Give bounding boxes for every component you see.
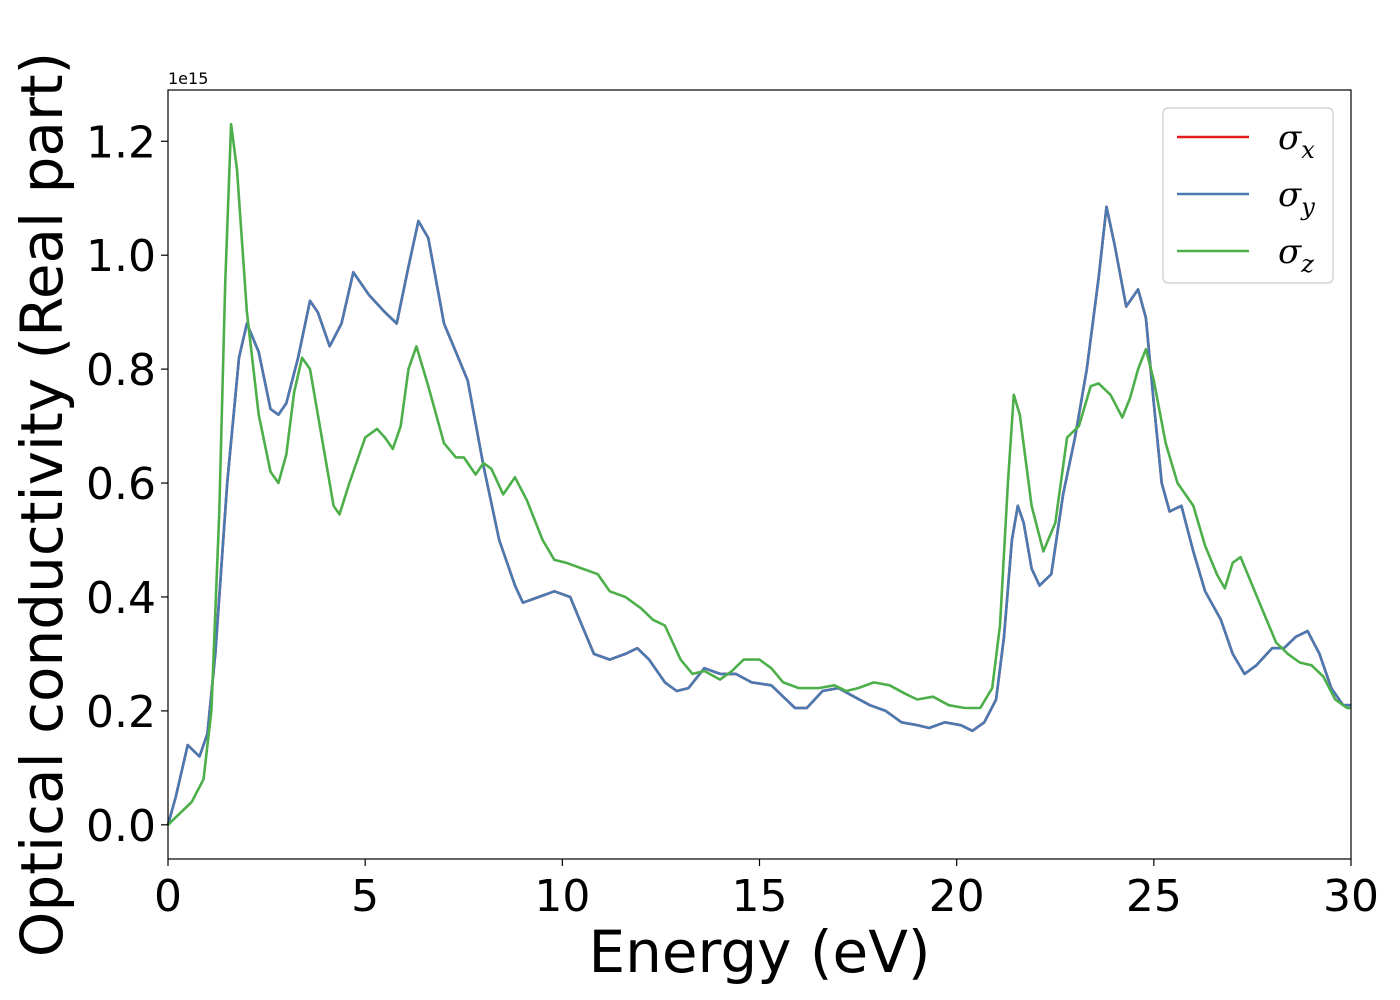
y-tick-label: 0.6 xyxy=(86,459,156,510)
y-axis-label: Optical conductivity (Real part) xyxy=(8,52,76,957)
y-tick-label: 0.0 xyxy=(86,801,156,852)
x-tick-label: 20 xyxy=(929,871,985,922)
x-tick-label: 10 xyxy=(534,871,590,922)
x-tick-label: 5 xyxy=(351,871,379,922)
x-tick-label: 15 xyxy=(732,871,788,922)
x-tick-label: 0 xyxy=(154,871,182,922)
legend-box xyxy=(1162,107,1334,284)
series-line-y xyxy=(166,205,1351,826)
legend-label-x: σx xyxy=(1278,118,1315,164)
legend-label-y: σy xyxy=(1278,175,1315,221)
legend: σx σy σz xyxy=(1162,107,1334,284)
y-tick-label: 0.8 xyxy=(86,345,156,396)
legend-label-z: σz xyxy=(1278,232,1314,278)
series-layer xyxy=(166,122,1351,826)
x-axis-ticks: 0 5 10 15 20 25 30 xyxy=(154,859,1379,922)
x-axis-label: Energy (eV) xyxy=(588,918,930,986)
y-tick-label: 0.4 xyxy=(86,573,156,624)
y-tick-label: 1.2 xyxy=(86,117,156,168)
y-offset-label: 1e15 xyxy=(168,69,208,88)
y-axis-ticks: 0.0 0.2 0.4 0.6 0.8 1.0 1.2 xyxy=(86,117,168,852)
x-tick-label: 25 xyxy=(1126,871,1182,922)
series-line-z xyxy=(167,122,1351,826)
x-tick-label: 30 xyxy=(1323,871,1379,922)
y-tick-label: 1.0 xyxy=(86,231,156,282)
y-tick-label: 0.2 xyxy=(86,687,156,738)
